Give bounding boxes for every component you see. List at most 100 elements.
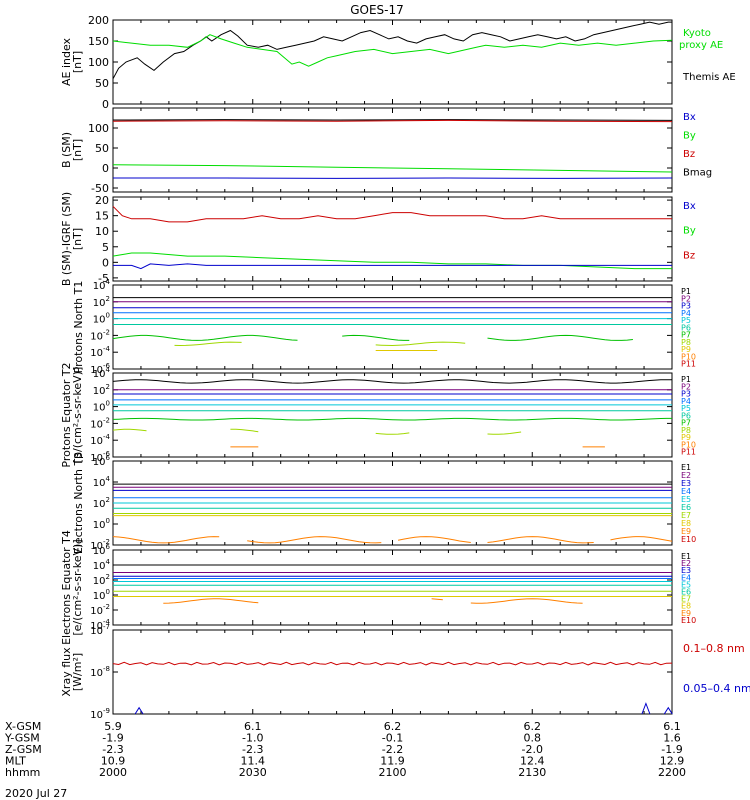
- y-tick-label: 102: [93, 496, 110, 510]
- y-tick-exponent: -6: [103, 450, 111, 458]
- legend-E1: E1: [681, 463, 691, 472]
- y-tick-label: 10-4: [90, 345, 110, 359]
- series-line-E9: [247, 536, 382, 544]
- y-tick-exponent: 4: [106, 278, 111, 286]
- x-tick-value: -1.9: [102, 732, 123, 745]
- series-line-E9: [163, 598, 259, 604]
- series-line-E9: [112, 536, 220, 544]
- x-tick-value: 6.2: [524, 720, 542, 733]
- legend-P10: P10: [681, 352, 696, 361]
- y-tick-label: 10-2: [90, 603, 110, 617]
- legend-P5: P5: [681, 316, 691, 325]
- series-line-P1: [112, 379, 673, 384]
- y-tick-label: 0: [102, 98, 109, 111]
- y-tick-label: 5: [102, 241, 109, 254]
- y-axis-unit: [nT]: [71, 228, 84, 250]
- series-line-bz: [112, 205, 672, 223]
- legend-P7: P7: [681, 419, 691, 428]
- y-tick-exponent: -7: [103, 623, 110, 631]
- series-line-by: [112, 252, 672, 270]
- y-tick-label: 102: [93, 573, 110, 587]
- x-tick-value: 11.4: [241, 755, 266, 768]
- x-tick-value: -2.0: [522, 743, 543, 756]
- x-tick-value: 10.9: [101, 755, 126, 768]
- x-row-label-mlt: MLT: [5, 755, 26, 768]
- y-tick-label: 150: [88, 35, 109, 48]
- y-tick-label: 10-8: [90, 665, 110, 679]
- y-tick-label: 100: [93, 400, 110, 414]
- y-tick-label: 102: [93, 295, 110, 309]
- legend-E9: E9: [681, 609, 691, 618]
- x-row-label-x-gsm: X-GSM: [5, 720, 41, 733]
- y-tick-label: 50: [95, 142, 109, 155]
- legend-E8: E8: [681, 602, 691, 611]
- y-tick-label: 10-9: [90, 707, 110, 721]
- legend-P10: P10: [681, 440, 696, 449]
- y-tick-label: -5: [98, 272, 109, 285]
- series-line-P7: [342, 334, 410, 341]
- series-peak-0.05-0.4nm: [134, 706, 144, 715]
- x-tick-value: -1.0: [242, 732, 263, 745]
- y-axis-label: Electrons Equator T4[e/(cm²-s-sr-keV)]: [60, 530, 84, 645]
- series-peak-0.05-0.4nm: [641, 702, 651, 715]
- x-tick-value: -2.3: [102, 743, 123, 756]
- y-tick-exponent: -4: [103, 618, 111, 626]
- y-tick-exponent: 2: [106, 383, 110, 391]
- y-tick-exponent: 2: [106, 496, 110, 504]
- y-tick-label: 100: [88, 56, 109, 69]
- series-line-P7: [112, 417, 672, 421]
- y-tick-label: 10-2: [90, 328, 110, 342]
- y-tick-label: 15: [95, 210, 109, 223]
- series-line-bmag: [112, 119, 673, 121]
- x-tick-value: 6.1: [244, 720, 262, 733]
- legend-E7: E7: [681, 595, 691, 604]
- y-axis-label: Protons Equator T2[p/(cm²-s-sr-keV)]: [60, 362, 84, 467]
- x-axis-labels: X-GSMY-GSMZ-GSMMLThhmm5.9-1.9-2.310.9200…: [4, 720, 686, 779]
- series-line-E9: [470, 598, 583, 604]
- x-tick-value: 2130: [518, 766, 546, 779]
- series-group: [113, 564, 672, 604]
- y-tick-label: 100: [88, 122, 109, 135]
- series-line-E9: [610, 536, 673, 542]
- y-tick-label: 0: [102, 256, 109, 269]
- y-tick-exponent: 0: [106, 588, 110, 596]
- legend-bx: Bx: [683, 112, 696, 123]
- series-line-E9: [398, 536, 471, 543]
- legend-E5: E5: [681, 495, 691, 504]
- y-tick-label: 100: [93, 517, 110, 531]
- y-tick-exponent: -4: [103, 433, 111, 441]
- x-tick-value: 5.9: [104, 720, 122, 733]
- series-line-0.1-0.8nm: [112, 661, 673, 666]
- panel-frame: [112, 372, 673, 458]
- y-tick-label: 0: [102, 162, 109, 175]
- series-line-by: [112, 164, 673, 173]
- y-axis-label: Xray flux[W/m²]: [60, 647, 84, 697]
- legend-P1: P1: [681, 375, 691, 384]
- legend-E8: E8: [681, 519, 691, 528]
- y-tick-exponent: -2: [103, 416, 110, 424]
- legend-kyoto-proxy-ae: Kyoto proxy AE: [679, 28, 723, 51]
- y-tick-exponent: 0: [106, 312, 110, 320]
- x-tick-value: 2030: [239, 766, 267, 779]
- x-tick-value: 6.1: [663, 720, 681, 733]
- legend-P2: P2: [681, 382, 691, 391]
- legend-P6: P6: [681, 323, 691, 332]
- y-tick-exponent: 4: [106, 558, 111, 566]
- x-tick-value: 6.2: [384, 720, 402, 733]
- x-tick-value: 0.8: [524, 732, 542, 745]
- series-group: [112, 205, 672, 270]
- y-tick-exponent: 6: [106, 543, 111, 551]
- y-tick-exponent: -2: [103, 328, 110, 336]
- y-tick-label: 104: [93, 366, 111, 380]
- x-row-label-hhmm: hhmm: [5, 766, 40, 779]
- legend-E1: E1: [681, 552, 691, 561]
- plot-title: GOES-17: [350, 3, 404, 17]
- legend-bx: Bx: [683, 201, 696, 212]
- legend-P9: P9: [681, 345, 691, 354]
- y-tick-label: -50: [91, 182, 109, 195]
- y-tick-exponent: -8: [103, 665, 110, 673]
- legend-E2: E2: [681, 559, 691, 568]
